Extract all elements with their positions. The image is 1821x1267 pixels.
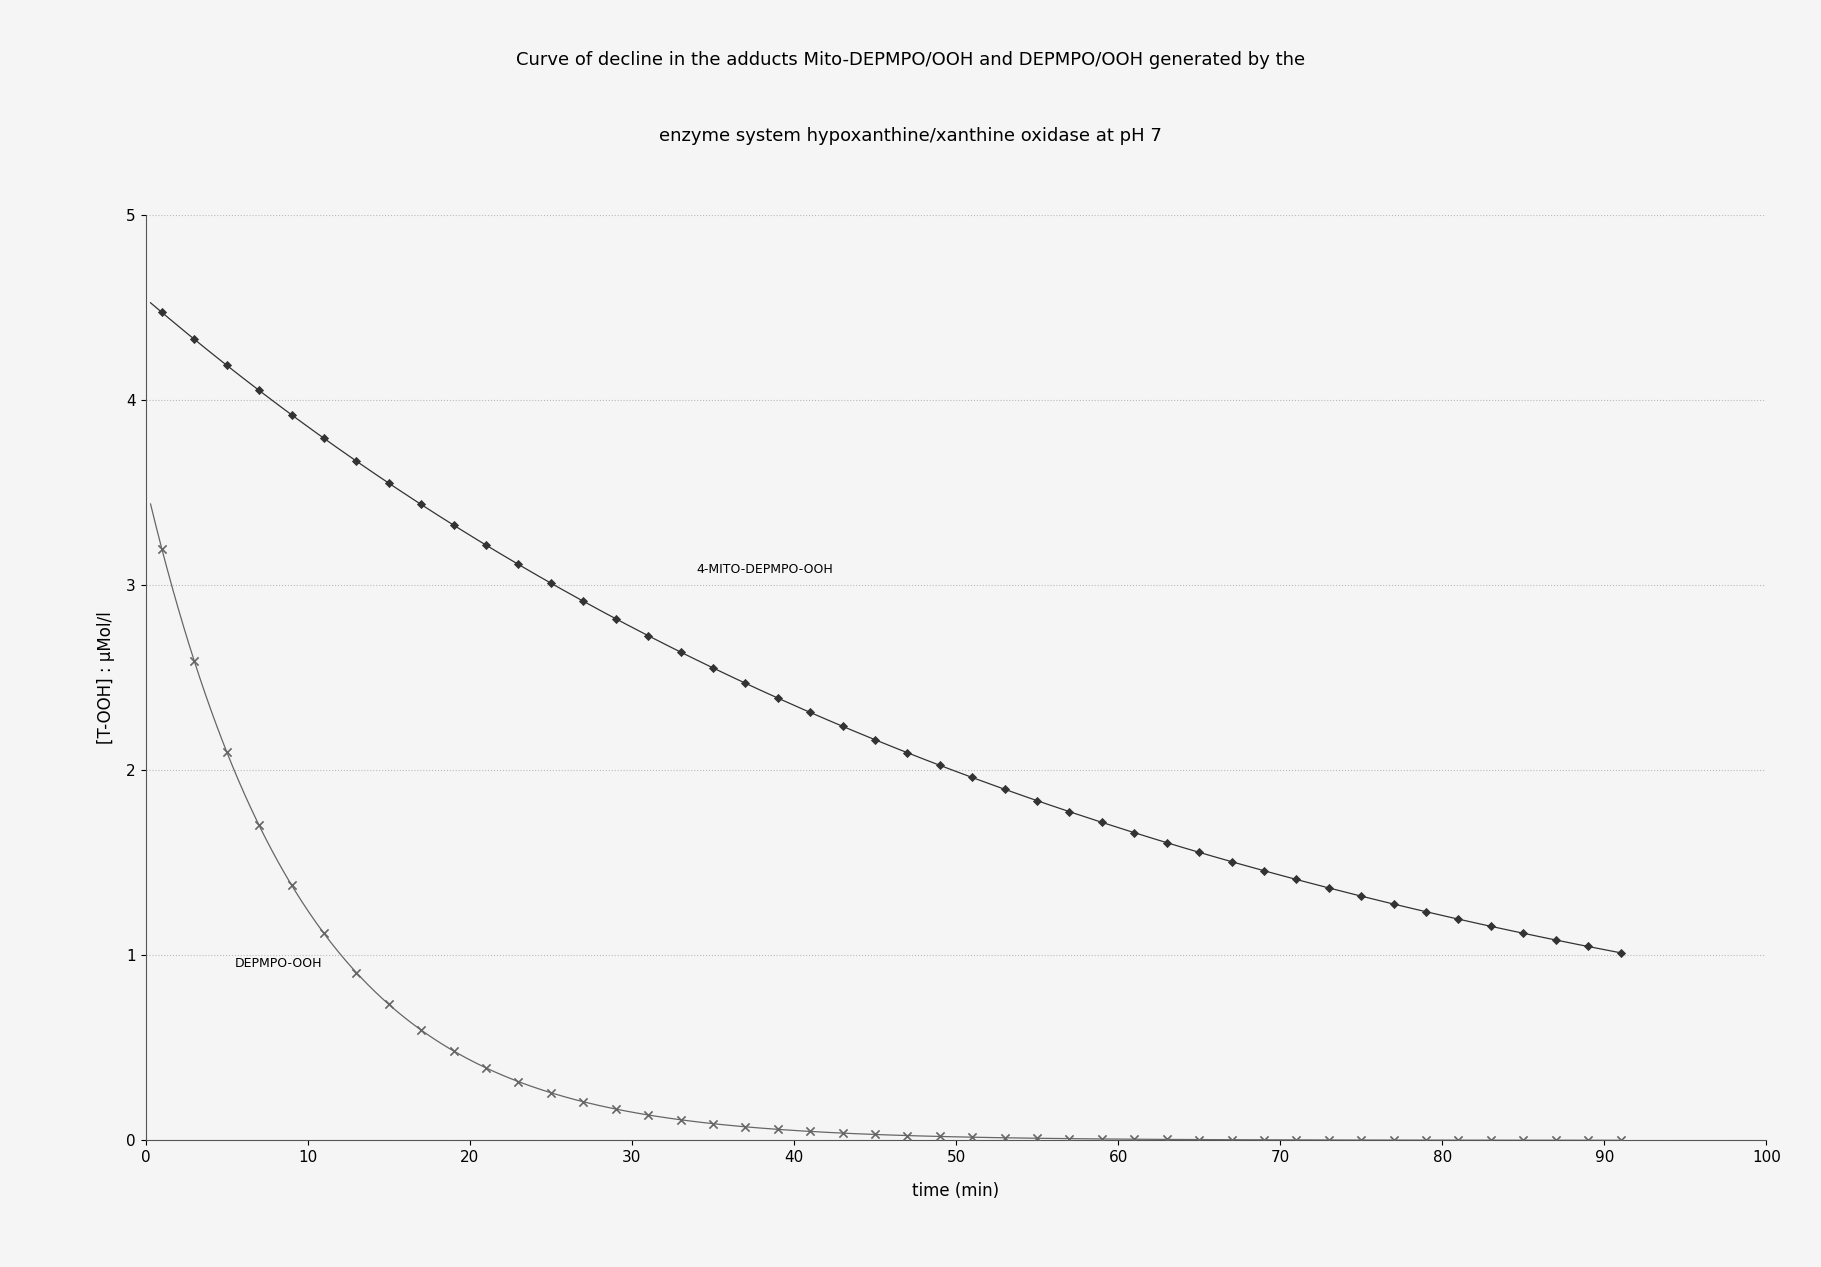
Point [180, 329, 209, 350]
Point [1282, 1130, 1311, 1150]
Point [958, 768, 987, 788]
Point [180, 651, 209, 672]
Point [1477, 916, 1506, 936]
Point [697, 658, 727, 678]
Point [375, 473, 404, 493]
Point [1315, 1130, 1344, 1150]
Point [991, 779, 1020, 799]
Point [601, 1098, 630, 1119]
Point [1444, 1130, 1473, 1150]
Point [796, 702, 825, 722]
Point [1216, 1130, 1246, 1150]
Point [958, 1128, 987, 1148]
Point [796, 1121, 825, 1142]
Point [1022, 1128, 1051, 1148]
Point [860, 1124, 889, 1144]
Text: enzyme system hypoxanthine/xanthine oxidase at pH 7: enzyme system hypoxanthine/xanthine oxid… [659, 127, 1162, 144]
Text: Curve of decline in the adducts Mito-DEPMPO/OOH and DEPMPO/OOH generated by the: Curve of decline in the adducts Mito-DEP… [515, 51, 1306, 68]
Point [925, 1126, 954, 1147]
Point [1573, 1130, 1602, 1150]
Point [277, 404, 306, 424]
Point [375, 995, 404, 1015]
Point [406, 1020, 435, 1040]
Point [1411, 1130, 1440, 1150]
Point [568, 1092, 597, 1112]
Point [504, 1072, 534, 1092]
Point [892, 1125, 921, 1145]
Point [763, 1119, 792, 1139]
Point [1606, 1130, 1635, 1150]
Point [1087, 812, 1116, 832]
Point [244, 380, 273, 400]
Point [1541, 930, 1570, 950]
Point [1153, 1129, 1182, 1149]
Point [697, 1114, 727, 1134]
Point [1022, 791, 1051, 811]
Point [1573, 936, 1602, 957]
Point [1477, 1130, 1506, 1150]
Point [1411, 902, 1440, 922]
Point [634, 626, 663, 646]
Point [892, 742, 921, 763]
Point [1120, 1129, 1149, 1149]
Point [244, 815, 273, 835]
Point [277, 875, 306, 896]
Point [1315, 878, 1344, 898]
Point [211, 741, 240, 761]
Point [472, 1058, 501, 1078]
Point [1541, 1130, 1570, 1150]
Point [211, 355, 240, 375]
Point [1120, 822, 1149, 843]
Text: 4-MITO-DEPMPO-OOH: 4-MITO-DEPMPO-OOH [697, 563, 834, 576]
Point [439, 1041, 468, 1062]
Point [535, 1082, 565, 1102]
Point [310, 924, 339, 944]
Point [601, 608, 630, 628]
Point [1346, 1130, 1375, 1150]
Point [666, 1110, 696, 1130]
Point [925, 755, 954, 775]
Point [730, 673, 759, 693]
Y-axis label: [T-OOH] : μMol/l: [T-OOH] : μMol/l [97, 612, 115, 744]
Point [829, 1123, 858, 1143]
Point [535, 573, 565, 593]
Point [763, 688, 792, 708]
Point [829, 716, 858, 736]
Point [1378, 1130, 1408, 1150]
Point [342, 963, 371, 983]
Point [1346, 886, 1375, 906]
Point [1508, 1130, 1537, 1150]
Point [504, 554, 534, 574]
Point [1087, 1129, 1116, 1149]
Point [1282, 869, 1311, 889]
Point [406, 494, 435, 514]
Point [568, 592, 597, 612]
Point [1153, 832, 1182, 853]
X-axis label: time (min): time (min) [912, 1182, 1000, 1200]
Point [666, 642, 696, 663]
Point [342, 451, 371, 471]
Point [730, 1116, 759, 1136]
Point [1606, 943, 1635, 963]
Point [1054, 802, 1083, 822]
Point [1249, 1130, 1278, 1150]
Point [1249, 860, 1278, 881]
Point [1184, 1129, 1213, 1149]
Point [1444, 908, 1473, 929]
Point [310, 428, 339, 449]
Point [148, 303, 177, 323]
Point [148, 538, 177, 559]
Point [1216, 851, 1246, 872]
Point [1378, 895, 1408, 915]
Point [1184, 843, 1213, 863]
Point [860, 730, 889, 750]
Point [472, 535, 501, 555]
Text: DEPMPO-OOH: DEPMPO-OOH [235, 957, 322, 971]
Point [439, 514, 468, 535]
Point [1054, 1129, 1083, 1149]
Point [634, 1105, 663, 1125]
Point [1508, 924, 1537, 944]
Point [991, 1128, 1020, 1148]
